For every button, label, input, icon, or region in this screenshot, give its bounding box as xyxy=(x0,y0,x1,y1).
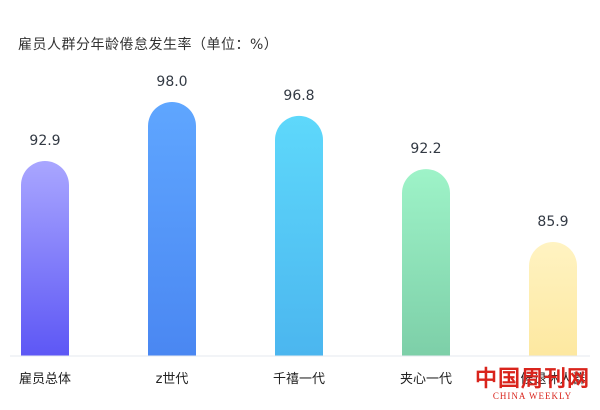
bar-value-label-2: 96.8 xyxy=(283,88,314,104)
bar-2 xyxy=(275,115,323,356)
bar-3 xyxy=(402,169,450,356)
bar-value-label-1: 98.0 xyxy=(156,74,187,90)
bar-4 xyxy=(529,242,577,356)
category-label-1: z世代 xyxy=(156,372,189,387)
watermark-logo: 中国周刊网 CHINA WEEKLY xyxy=(475,367,590,402)
category-label-4: 候退休人群 xyxy=(520,372,585,387)
bar-value-label-0: 92.9 xyxy=(29,133,60,149)
category-label-0: 雇员总体 xyxy=(19,371,71,387)
category-label-3: 夹心一代 xyxy=(400,372,452,387)
category-label-2: 千禧一代 xyxy=(273,372,325,387)
bar-0 xyxy=(21,161,69,356)
bar-1 xyxy=(148,102,196,356)
chart-title: 雇员人群分年龄倦怠发生率（单位：%） xyxy=(18,37,279,53)
bar-value-label-3: 92.2 xyxy=(410,141,441,157)
watermark-chinese: 中国周刊网 xyxy=(474,366,590,392)
watermark-english: CHINA WEEKLY xyxy=(492,391,573,401)
bar-value-label-4: 85.9 xyxy=(537,214,568,230)
